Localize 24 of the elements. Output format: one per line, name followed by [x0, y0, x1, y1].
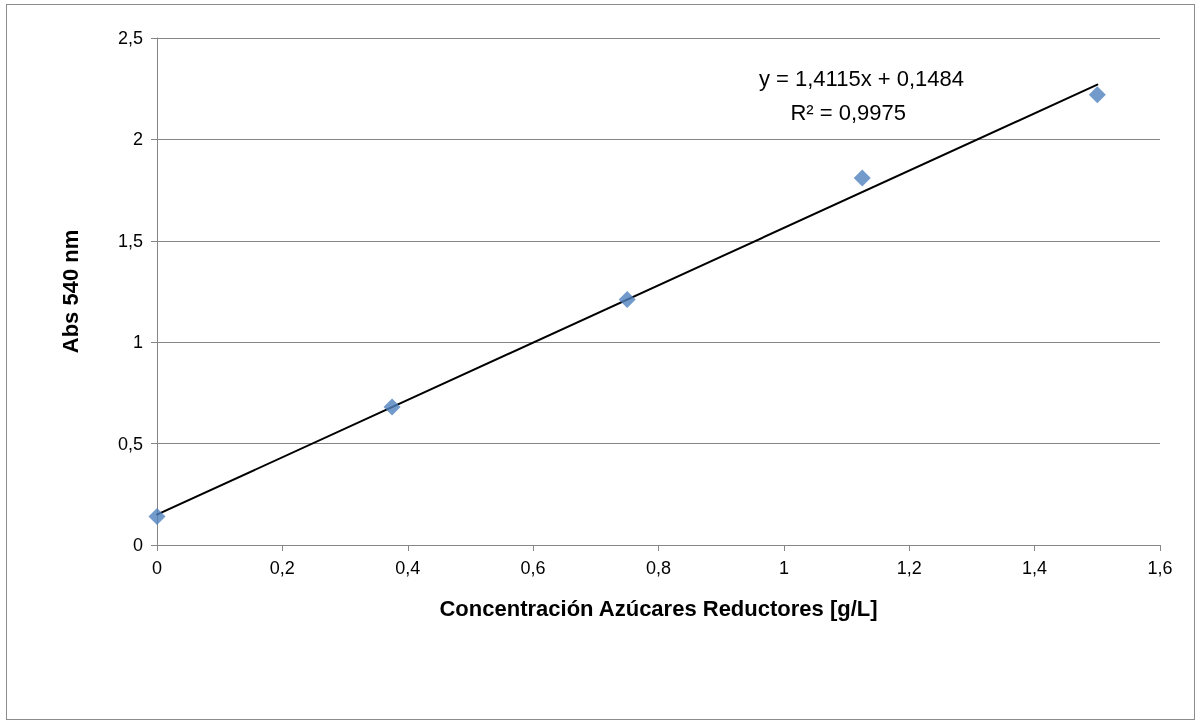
annotation: y = 1,4115x + 0,1484 [758, 65, 964, 91]
y-tick-label: 1,5 [117, 230, 143, 251]
x-tick-label: 0,2 [269, 558, 295, 578]
y-axis-title: Abs 540 nm [57, 229, 83, 354]
point [618, 291, 636, 309]
y-tick-label: 0 [132, 535, 143, 555]
x-tick-label: 0 [151, 558, 163, 578]
x-tick-label: 0,6 [520, 558, 546, 578]
point [1088, 86, 1106, 104]
y-tick-label: 2,5 [117, 28, 143, 48]
annotation: R² = 0,9975 [790, 99, 906, 125]
x-axis-title: Concentración Azúcares Reductores [g/L] [439, 595, 878, 621]
x-tick-label: 0,4 [395, 558, 421, 578]
y-tick-label: 2 [132, 129, 143, 150]
point [148, 508, 166, 526]
x-tick-label: 1,6 [1147, 558, 1173, 578]
y-tick-label: 0,5 [117, 433, 143, 454]
x-tick-label: 1,4 [1022, 558, 1048, 578]
point [853, 169, 871, 187]
point [383, 398, 401, 416]
y-tick-label: 1 [132, 332, 143, 353]
x-tick-label: 1 [778, 558, 789, 578]
x-tick-label: 1,2 [896, 558, 922, 578]
x-tick-label: 0,8 [645, 558, 672, 578]
